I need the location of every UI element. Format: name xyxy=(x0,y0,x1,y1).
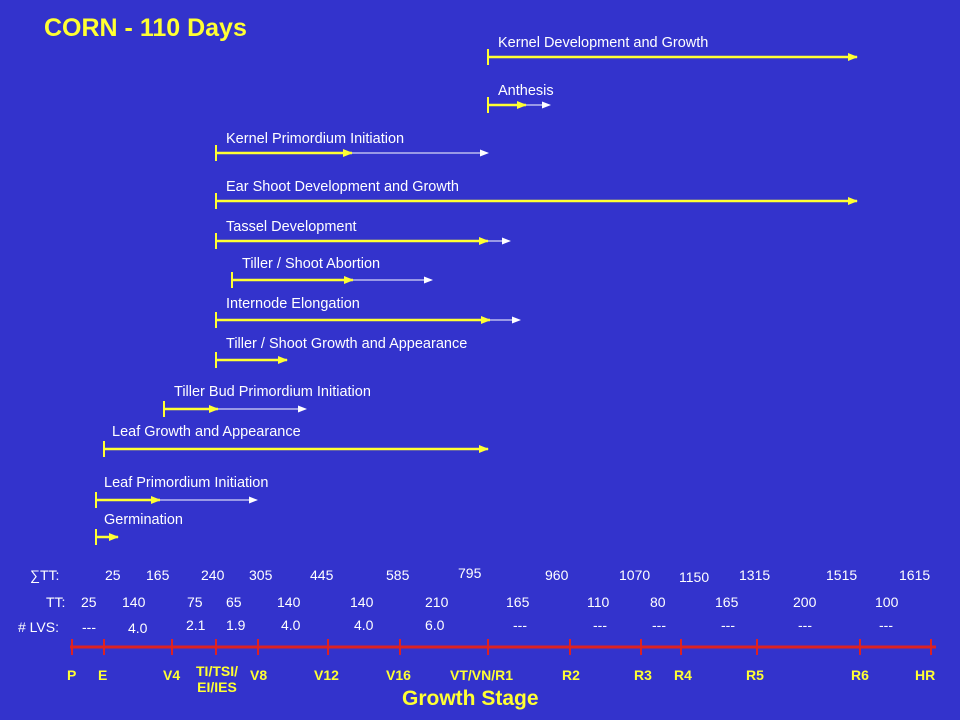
tt-value: 165 xyxy=(715,594,739,610)
sumtt-value: 795 xyxy=(458,565,482,581)
lvs-value: 4.0 xyxy=(128,620,148,636)
stage-label-v12: V12 xyxy=(314,667,339,683)
sumtt-value: 1615 xyxy=(899,567,931,583)
lvs-value: 6.0 xyxy=(425,617,445,633)
sumtt-value: 25 xyxy=(105,567,121,583)
lvs-value: 2.1 xyxy=(186,617,206,633)
lvs-value: --- xyxy=(652,617,666,633)
lvs-value: --- xyxy=(82,619,96,635)
process-label-tassel-development: Tassel Development xyxy=(226,219,357,235)
stage-label-r6: R6 xyxy=(851,667,869,683)
process-label-tiller-growth: Tiller / Shoot Growth and Appearance xyxy=(226,336,468,352)
sumtt-value: 960 xyxy=(545,567,569,583)
sumtt-value: 305 xyxy=(249,567,273,583)
process-label-germination: Germination xyxy=(104,512,183,528)
tt-value: 80 xyxy=(650,594,666,610)
lvs-value: 4.0 xyxy=(354,617,374,633)
stage-label-hr: HR xyxy=(915,667,936,683)
process-label-anthesis: Anthesis xyxy=(498,83,554,99)
axis-title: Growth Stage xyxy=(402,687,539,710)
tt-value: 200 xyxy=(793,594,817,610)
stage-label-p: P xyxy=(67,667,77,683)
stage-label-ti-tsi-ei-ies: TI/TSI/ EI/IES xyxy=(196,663,238,695)
sumtt-value: 165 xyxy=(146,567,170,583)
lvs-value: 1.9 xyxy=(226,617,246,633)
tt-value: 140 xyxy=(277,594,301,610)
sumtt-value: 1150 xyxy=(679,569,710,585)
stage-label-v8: V8 xyxy=(250,667,268,683)
stage-label-r3: R3 xyxy=(634,667,652,683)
stage-label-r2: R2 xyxy=(562,667,580,683)
stage-label-e: E xyxy=(98,667,108,683)
stage-label-r5: R5 xyxy=(746,667,764,683)
diagram-title: CORN - 110 Days xyxy=(44,14,247,42)
tt-value: 65 xyxy=(226,594,242,610)
tt-value: 25 xyxy=(81,594,97,610)
stage-label-ei-ies: EI/IES xyxy=(197,679,237,695)
tt-value: 140 xyxy=(350,594,374,610)
process-label-leaf-primordium: Leaf Primordium Initiation xyxy=(104,475,269,491)
sumtt-value: 585 xyxy=(386,567,410,583)
process-label-kernel-primordium: Kernel Primordium Initiation xyxy=(226,131,405,147)
stage-label-v16: V16 xyxy=(386,667,411,683)
lvs-value: 4.0 xyxy=(281,617,301,633)
sumtt-row-header: ∑TT: xyxy=(30,567,60,583)
lvs-value: --- xyxy=(513,617,527,633)
process-label-tiller-bud: Tiller Bud Primordium Initiation xyxy=(174,384,371,400)
process-label-leaf-growth: Leaf Growth and Appearance xyxy=(112,424,301,440)
sumtt-value: 1315 xyxy=(739,567,771,583)
stage-label-vt-vn-r1: VT/VN/R1 xyxy=(450,667,514,683)
sumtt-value: 240 xyxy=(201,567,225,583)
process-label-ear-shoot: Ear Shoot Development and Growth xyxy=(226,179,459,195)
tt-value: 140 xyxy=(122,594,146,610)
lvs-row-header: # LVS: xyxy=(18,619,59,635)
stage-label-v4: V4 xyxy=(163,667,181,683)
sumtt-value: 1515 xyxy=(826,567,858,583)
tt-row-header: TT: xyxy=(46,594,66,610)
stage-label-r4: R4 xyxy=(674,667,692,683)
tt-value: 110 xyxy=(587,594,610,610)
tt-value: 75 xyxy=(187,594,203,610)
lvs-value: --- xyxy=(721,617,735,633)
sumtt-value: 445 xyxy=(310,567,334,583)
process-label-internode-elongation: Internode Elongation xyxy=(226,296,360,312)
lvs-value: --- xyxy=(879,617,893,633)
tt-value: 165 xyxy=(506,594,530,610)
process-label-kernel-development: Kernel Development and Growth xyxy=(498,35,709,51)
process-label-tiller-abortion: Tiller / Shoot Abortion xyxy=(242,256,381,272)
lvs-value: --- xyxy=(593,617,607,633)
tt-value: 100 xyxy=(875,594,899,610)
stage-label-ti-tsi: TI/TSI/ xyxy=(196,663,238,679)
lvs-value: --- xyxy=(798,617,812,633)
sumtt-value: 1070 xyxy=(619,567,651,583)
tt-value: 210 xyxy=(425,594,449,610)
